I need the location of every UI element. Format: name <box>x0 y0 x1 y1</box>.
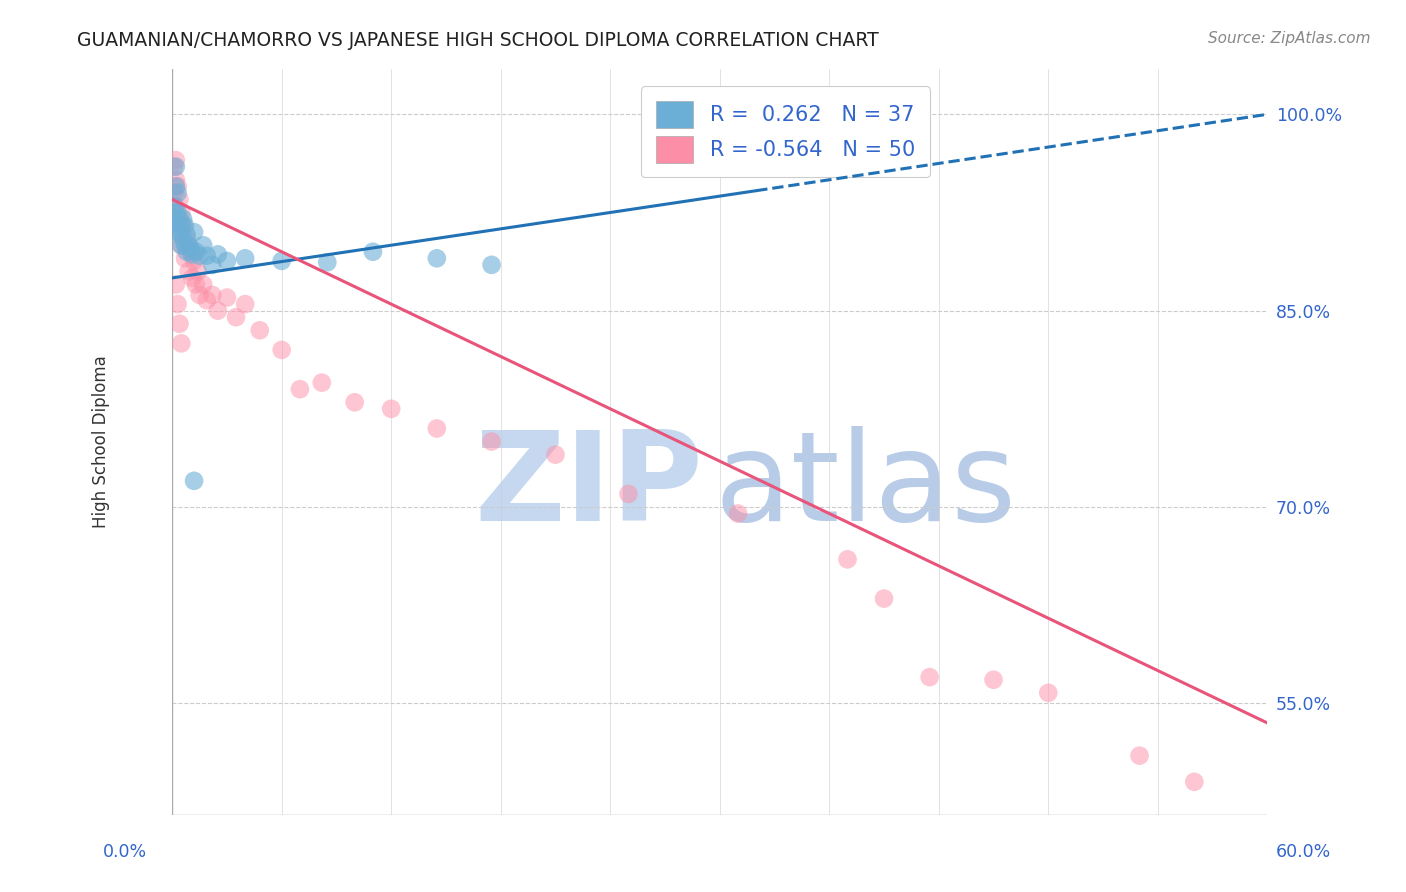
Point <box>176 232 198 246</box>
Point <box>426 252 449 266</box>
Point <box>172 232 194 246</box>
Point <box>207 247 229 261</box>
Point <box>179 244 201 259</box>
Point <box>163 199 186 213</box>
Point <box>918 670 941 684</box>
Point <box>873 591 896 606</box>
Point <box>270 343 292 357</box>
Text: 60.0%: 60.0% <box>1277 843 1331 861</box>
Point <box>380 401 402 416</box>
Point <box>288 382 311 396</box>
Point <box>184 244 207 259</box>
Point <box>311 376 333 390</box>
Point <box>166 212 188 227</box>
Point <box>215 254 238 268</box>
Point <box>195 293 218 308</box>
Point <box>174 219 197 233</box>
Point <box>193 238 215 252</box>
Point <box>225 310 247 325</box>
Text: Source: ZipAtlas.com: Source: ZipAtlas.com <box>1208 31 1371 46</box>
Point <box>181 247 204 261</box>
Point <box>165 153 187 168</box>
Text: ZIP: ZIP <box>475 425 703 547</box>
Point <box>837 552 859 566</box>
Point <box>187 264 209 278</box>
Point <box>1038 686 1060 700</box>
Point <box>181 271 204 285</box>
Point <box>233 252 256 266</box>
Point <box>166 297 188 311</box>
Point <box>1128 748 1150 763</box>
Point <box>249 323 271 337</box>
Point <box>169 193 191 207</box>
Point <box>193 277 215 292</box>
Point <box>195 249 218 263</box>
Point <box>790 101 813 115</box>
Point <box>165 199 187 213</box>
Point <box>163 186 186 200</box>
Point <box>170 238 193 252</box>
Point <box>170 219 193 233</box>
Point <box>183 254 205 268</box>
Legend: R =  0.262   N = 37, R = -0.564   N = 50: R = 0.262 N = 37, R = -0.564 N = 50 <box>641 87 929 178</box>
Point <box>233 297 256 311</box>
Point <box>177 264 200 278</box>
Point <box>481 434 503 449</box>
Point <box>169 212 191 227</box>
Text: High School Diploma: High School Diploma <box>91 355 110 528</box>
Point <box>176 227 198 242</box>
Point <box>207 303 229 318</box>
Point <box>188 249 211 263</box>
Point <box>544 448 567 462</box>
Point <box>166 186 188 200</box>
Point <box>270 254 292 268</box>
Point <box>172 212 194 227</box>
Point <box>169 317 191 331</box>
Point <box>166 225 188 239</box>
Point <box>174 252 197 266</box>
Point <box>170 205 193 219</box>
Point <box>361 244 384 259</box>
Point <box>1182 775 1205 789</box>
Point <box>184 277 207 292</box>
Point <box>201 288 224 302</box>
Point <box>166 179 188 194</box>
Point <box>165 205 187 219</box>
Point <box>163 219 186 233</box>
Text: 0.0%: 0.0% <box>103 843 146 861</box>
Point <box>426 421 449 435</box>
Point <box>166 205 188 219</box>
Point <box>617 487 640 501</box>
Point <box>165 160 187 174</box>
Point <box>172 219 194 233</box>
Point <box>176 244 198 259</box>
Point <box>183 474 205 488</box>
Point <box>165 277 187 292</box>
Text: atlas: atlas <box>714 425 1017 547</box>
Point <box>165 179 187 194</box>
Point <box>316 255 339 269</box>
Text: GUAMANIAN/CHAMORRO VS JAPANESE HIGH SCHOOL DIPLOMA CORRELATION CHART: GUAMANIAN/CHAMORRO VS JAPANESE HIGH SCHO… <box>77 31 879 50</box>
Point <box>481 258 503 272</box>
Point <box>727 507 749 521</box>
Point <box>177 238 200 252</box>
Point <box>188 288 211 302</box>
Point <box>201 258 224 272</box>
Point <box>165 173 187 187</box>
Point <box>179 241 201 255</box>
Point <box>169 225 191 239</box>
Point <box>170 238 193 252</box>
Point <box>983 673 1005 687</box>
Point <box>215 291 238 305</box>
Point <box>169 225 191 239</box>
Point <box>174 238 197 252</box>
Point <box>343 395 366 409</box>
Point <box>170 336 193 351</box>
Point <box>183 225 205 239</box>
Point <box>163 160 186 174</box>
